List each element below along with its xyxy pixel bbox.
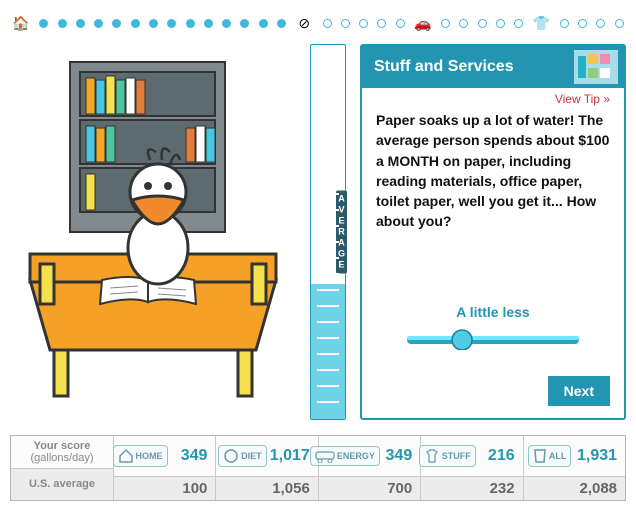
home-icon: HOME — [122, 444, 158, 468]
progress-bar: 🏠 ⊘ 🚗 👕 — [12, 12, 624, 34]
progress-dot — [112, 19, 121, 28]
progress-dot — [167, 19, 176, 28]
score-cell-home: HOME 349 100 — [113, 436, 215, 500]
closet-icon — [574, 50, 618, 84]
answer-slider[interactable] — [403, 328, 583, 350]
question-card: Stuff and Services View Tip » Paper soak… — [360, 44, 626, 420]
meter-tick — [317, 209, 339, 211]
your-score-stuff: 216 — [488, 447, 515, 465]
card-title: Stuff and Services — [374, 58, 514, 76]
water-meter: AVERAGE — [304, 44, 352, 420]
progress-dot — [615, 19, 624, 28]
score-cell-energy: ENERGY 349 700 — [318, 436, 420, 500]
progress-dot — [496, 19, 505, 28]
progress-dot — [277, 19, 286, 28]
view-tip-link[interactable]: View Tip » — [555, 92, 610, 106]
diet-icon: DIET — [224, 444, 260, 468]
meter-average-label: AVERAGE — [336, 191, 347, 274]
avg-score-home: 100 — [182, 480, 207, 497]
avg-score-energy: 700 — [387, 480, 412, 497]
progress-dot — [514, 19, 523, 28]
meter-tick — [317, 305, 339, 307]
score-cell-stuff: STUFF 216 232 — [420, 436, 522, 500]
all-icon: ALL — [532, 444, 568, 468]
avg-score-stuff: 232 — [490, 480, 515, 497]
question-text: Paper soaks up a lot of water! The avera… — [376, 110, 610, 232]
next-button[interactable]: Next — [548, 376, 610, 406]
avg-score-diet: 1,056 — [272, 480, 310, 497]
slider-value-label: A little less — [376, 304, 610, 320]
meter-tick — [317, 177, 339, 179]
progress-dot — [39, 19, 48, 28]
progress-dot — [377, 19, 386, 28]
progress-dot — [259, 19, 268, 28]
meter-tick — [317, 353, 339, 355]
progress-dot — [560, 19, 569, 28]
meter-tick — [317, 225, 339, 227]
shirt-icon: 👕 — [533, 14, 551, 32]
progress-dot — [359, 19, 368, 28]
meter-tick — [317, 289, 339, 291]
progress-dot — [323, 19, 332, 28]
meter-tick — [317, 97, 339, 99]
score-row-labels: Your score (gallons/day) U.S. average — [11, 436, 113, 500]
progress-dot — [596, 19, 605, 28]
progress-dot — [441, 19, 450, 28]
illustration — [10, 44, 296, 420]
score-cell-all: ALL 1,931 2,088 — [523, 436, 625, 500]
meter-tick — [317, 193, 339, 195]
progress-dot — [459, 19, 468, 28]
progress-dot — [222, 19, 231, 28]
meter-tick — [317, 161, 339, 163]
progress-dot — [578, 19, 587, 28]
progress-dot — [240, 19, 249, 28]
your-score-energy: 349 — [386, 447, 413, 465]
progress-dot — [131, 19, 140, 28]
progress-dot — [94, 19, 103, 28]
progress-dot — [186, 19, 195, 28]
progress-dot — [76, 19, 85, 28]
energy-icon: ENERGY — [327, 444, 363, 468]
progress-dot — [149, 19, 158, 28]
meter-tick — [317, 257, 339, 259]
scoreboard: Your score (gallons/day) U.S. average HO… — [10, 435, 626, 501]
car-icon: 🚗 — [414, 14, 432, 32]
your-score-unit: (gallons/day) — [31, 452, 94, 464]
meter-tick — [317, 337, 339, 339]
progress-dot — [204, 19, 213, 28]
meter-tick — [317, 401, 339, 403]
progress-dot — [341, 19, 350, 28]
your-score-diet: 1,017 — [270, 447, 310, 465]
globe-icon: ⊘ — [295, 14, 313, 32]
stuff-icon: STUFF — [429, 444, 465, 468]
meter-tick — [317, 113, 339, 115]
house-icon: 🏠 — [12, 14, 30, 32]
progress-dot — [478, 19, 487, 28]
meter-tick — [317, 321, 339, 323]
meter-tick — [317, 385, 339, 387]
score-cell-diet: DIET 1,017 1,056 — [215, 436, 317, 500]
meter-tick — [317, 241, 339, 243]
us-average-label: U.S. average — [29, 478, 95, 490]
progress-dot — [396, 19, 405, 28]
your-score-label: Your score — [34, 440, 91, 452]
your-score-all: 1,931 — [577, 447, 617, 465]
progress-dot — [58, 19, 67, 28]
your-score-home: 349 — [181, 447, 208, 465]
meter-tick — [317, 369, 339, 371]
meter-tick — [317, 129, 339, 131]
avg-score-all: 2,088 — [579, 480, 617, 497]
meter-tick — [317, 145, 339, 147]
meter-tick — [317, 273, 339, 275]
